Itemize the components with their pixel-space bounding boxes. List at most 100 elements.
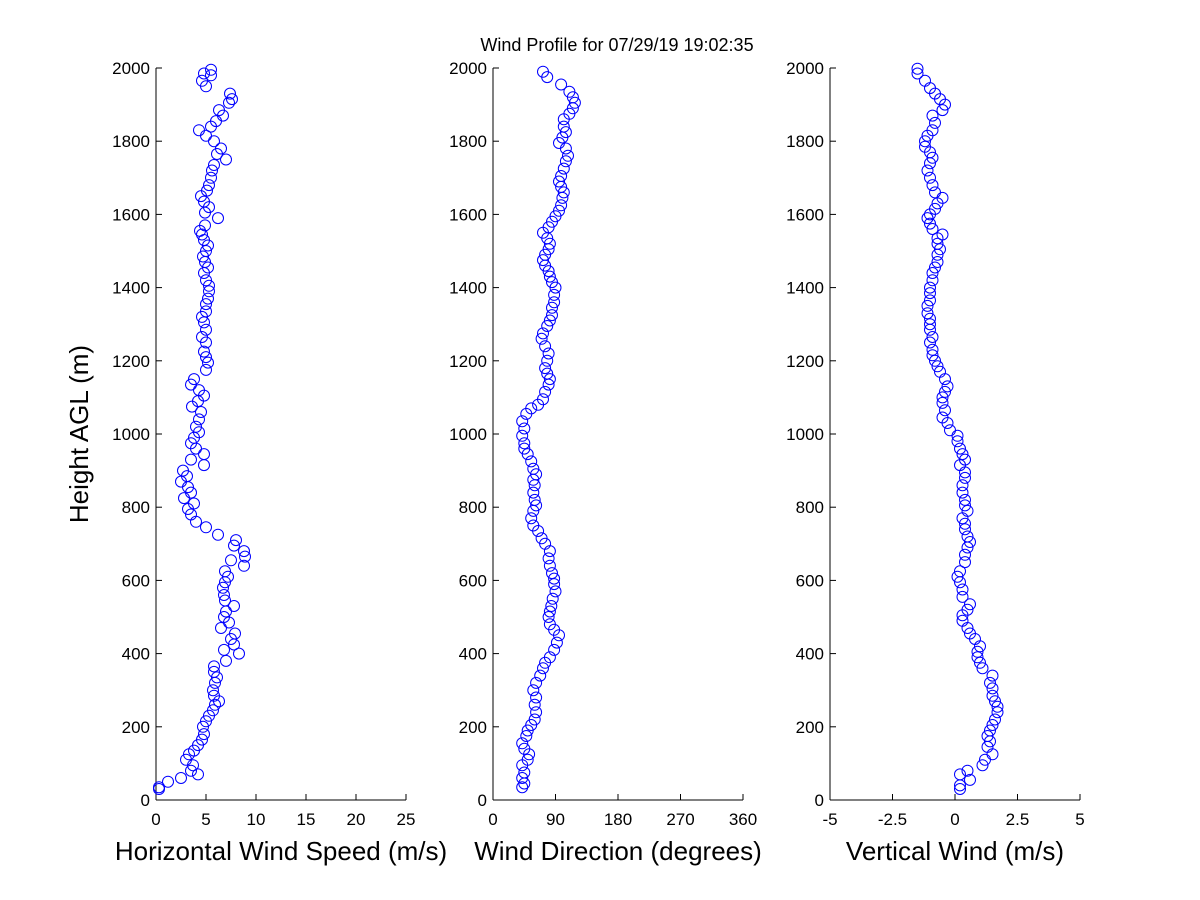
data-point (959, 499, 971, 512)
data-point (193, 124, 205, 137)
data-point (185, 486, 197, 499)
data-point (226, 93, 238, 106)
data-point (212, 212, 224, 225)
figure-title: Wind Profile for 07/29/19 19:02:35 (480, 35, 753, 55)
data-point (545, 600, 558, 612)
x-tick-label-20: 20 (347, 810, 366, 829)
data-point (543, 559, 556, 572)
data-point (956, 479, 969, 492)
data-point (530, 468, 543, 481)
data-point (207, 684, 219, 697)
y-tick-label-1600: 1600 (449, 205, 487, 224)
data-point (233, 647, 245, 660)
data-point (924, 294, 936, 307)
data-point (926, 349, 939, 362)
data-point (537, 254, 549, 267)
data-point (550, 636, 563, 649)
y-tick-label-2000: 2000 (786, 59, 824, 78)
data-point (211, 671, 223, 684)
data-point (537, 327, 549, 340)
data-point (198, 345, 210, 358)
data-point (989, 713, 1001, 726)
y-tick-label-1000: 1000 (449, 425, 487, 444)
data-point (936, 396, 949, 409)
data-point (543, 618, 556, 631)
data-point (543, 314, 556, 327)
data-point (535, 332, 548, 345)
data-point (543, 605, 556, 618)
y-tick-label-800: 800 (459, 498, 487, 517)
data-point (200, 521, 212, 534)
data-point (539, 385, 552, 398)
data-point (959, 471, 971, 484)
data-point (520, 730, 533, 742)
data-point (228, 600, 240, 612)
data-point (205, 63, 217, 76)
data-point (956, 614, 969, 627)
data-point (185, 508, 197, 521)
data-point (929, 261, 941, 274)
y-tick-label-400: 400 (796, 645, 824, 664)
data-point (530, 499, 543, 512)
data-point (926, 179, 939, 192)
data-point (563, 85, 576, 98)
data-point (518, 766, 531, 779)
data-point (218, 611, 230, 623)
panel-1: 0 200 400 600 800 1000 1200 1400 1600 1800 2000 0 5 1… (64, 59, 447, 866)
data-point (516, 737, 529, 750)
data-point (964, 773, 976, 786)
data-point (924, 171, 936, 184)
data-point (207, 704, 219, 717)
data-point (986, 669, 999, 682)
data-point (555, 78, 568, 91)
data-point (986, 682, 999, 695)
data-point (525, 402, 538, 415)
data-point (198, 728, 210, 741)
data-point (939, 404, 951, 417)
data-point (971, 651, 984, 664)
data-point (926, 223, 939, 235)
data-point (185, 453, 197, 466)
data-point (924, 217, 936, 230)
data-point (208, 135, 220, 148)
data-point (200, 298, 212, 311)
data-point (964, 536, 976, 548)
data-point (921, 299, 934, 312)
data-point (188, 497, 200, 510)
data-point (926, 151, 939, 164)
data-point (543, 651, 556, 664)
data-point (208, 689, 220, 702)
data-point (218, 643, 230, 656)
data-point (542, 611, 555, 623)
data-point (516, 772, 529, 784)
data-point (542, 552, 555, 565)
data-point (926, 109, 939, 122)
data-point (197, 720, 209, 733)
data-point (555, 199, 568, 212)
y-tick-label-2000: 2000 (449, 59, 487, 78)
data-point (218, 589, 230, 601)
y-tick-label-1000: 1000 (786, 425, 824, 444)
x-tick-label-15: 15 (297, 810, 316, 829)
y-tick-label-800: 800 (122, 498, 150, 517)
data-point (568, 96, 581, 109)
x-tick-label-5: 5 (1075, 810, 1084, 829)
data-point (200, 323, 212, 336)
data-point (201, 184, 213, 197)
data-point (230, 534, 242, 547)
data-point (929, 186, 941, 199)
data-point (557, 120, 570, 133)
x-tick-label-5: -5 (822, 810, 837, 829)
data-point (926, 274, 939, 287)
data-point (959, 493, 971, 506)
data-point (919, 74, 931, 87)
y-tick-label-1400: 1400 (112, 279, 150, 298)
data-point (202, 261, 214, 274)
y-tick-label-0: 0 (478, 791, 487, 810)
data-point (936, 411, 949, 424)
data-point (984, 724, 996, 737)
data-point (961, 764, 974, 777)
data-point (553, 204, 565, 217)
data-point (921, 164, 934, 177)
data-point (228, 539, 240, 552)
